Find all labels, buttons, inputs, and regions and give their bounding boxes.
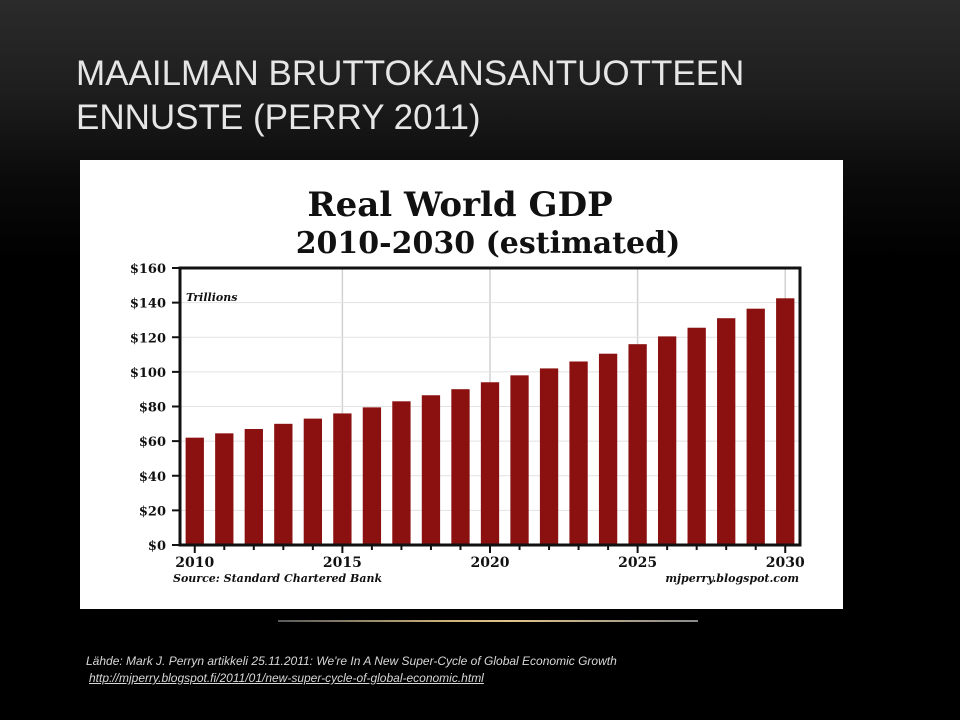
title-line-1: MAAILMAN BRUTTOKANSANTUOTTEEN <box>76 54 745 93</box>
decorative-divider <box>278 620 698 622</box>
bar-2016 <box>362 407 382 545</box>
y-tick-label: $100 <box>130 366 166 381</box>
bar-2023 <box>569 361 588 545</box>
y-tick-label: $60 <box>139 435 166 450</box>
bar-2027 <box>687 327 706 545</box>
x-tick-label: 2030 <box>766 555 805 571</box>
y-tick-label: $120 <box>130 331 166 346</box>
bar-2020 <box>480 382 500 545</box>
source-link[interactable]: http://mjperry.blogspot.fi/2011/01/new-s… <box>89 671 484 685</box>
bar-2026 <box>657 336 677 545</box>
gdp-bar-chart: $0 $20 $40 $60 $80 $100 $120 $140 $160 2010 2015 20… <box>130 185 805 585</box>
y-tick-label: $40 <box>139 470 166 485</box>
y-tick-label: $80 <box>139 401 166 416</box>
bar-2013 <box>274 423 293 545</box>
y-tick-label: $20 <box>139 504 166 519</box>
bar-2025 <box>628 344 647 545</box>
bar-2029 <box>746 308 765 545</box>
bar-2012 <box>244 429 263 545</box>
chart-panel: $0 $20 $40 $60 $80 $100 $120 $140 $160 2010 2015 20… <box>80 160 843 609</box>
bar-2022 <box>539 368 559 545</box>
bar-2017 <box>392 401 411 545</box>
chart-subtitle: 2010-2030 (estimated) <box>296 226 681 261</box>
bar-2021 <box>510 375 529 545</box>
x-tick-label: 2025 <box>618 555 657 571</box>
source-label: Source: Standard Chartered Bank <box>173 572 382 585</box>
bar-2015 <box>333 413 352 545</box>
bar-2019 <box>451 389 470 545</box>
y-tick-label: $0 <box>148 539 166 554</box>
chart-title: Real World GDP <box>307 185 612 225</box>
bar-2018 <box>421 395 441 545</box>
x-tick-label: 2010 <box>175 555 214 571</box>
bar-2011 <box>215 433 234 545</box>
slide-title: MAAILMAN BRUTTOKANSANTUOTTEEN ENNUSTE (P… <box>76 52 876 140</box>
bar-2028 <box>717 318 736 545</box>
x-tick-label: 2020 <box>471 555 510 571</box>
y-tick-label: $160 <box>130 262 166 277</box>
bar-2024 <box>598 353 618 545</box>
x-tick-label: 2015 <box>323 555 362 571</box>
source-caption: Lähde: Mark J. Perryn artikkeli 25.11.20… <box>86 654 617 668</box>
y-tick-label: $140 <box>130 297 166 312</box>
bar-2030 <box>776 298 795 545</box>
watermark-label: mjperry.blogspot.com <box>665 572 799 585</box>
title-line-2: ENNUSTE (PERRY 2011) <box>76 98 481 137</box>
bar-2010 <box>185 437 204 545</box>
unit-label: Trillions <box>186 291 237 304</box>
bar-2014 <box>303 418 323 545</box>
